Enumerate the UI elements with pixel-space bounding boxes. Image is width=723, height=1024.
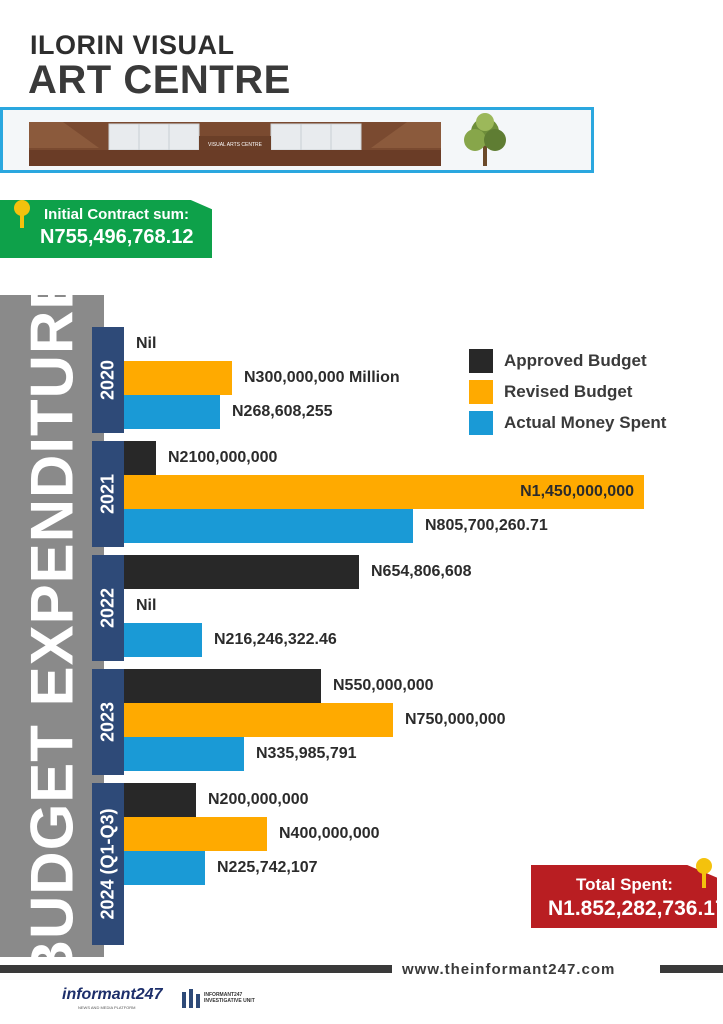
chart-title: BUDGET EXPENDITURE bbox=[18, 268, 86, 984]
bar-value-label: N550,000,000 bbox=[333, 677, 434, 694]
title-line-1: ILORIN VISUAL bbox=[30, 30, 235, 60]
informant247-logo-tagline: NEWS AND MEDIA PLATFORM bbox=[78, 1005, 136, 1010]
year-box-2020: 2020 bbox=[92, 327, 124, 433]
legend-label-approved: Approved Budget bbox=[504, 351, 647, 370]
building-illustration: VISUAL ARTS CENTRE bbox=[3, 110, 591, 170]
bar-approved-2 bbox=[124, 555, 359, 589]
bar-value-label: N335,985,791 bbox=[256, 745, 357, 762]
bar-revised-3 bbox=[124, 703, 393, 737]
bar-value-label: Nil bbox=[136, 597, 157, 614]
bar-actual-3 bbox=[124, 737, 244, 771]
title-line-2: ART CENTRE bbox=[28, 58, 291, 102]
investigative-unit-logo-text: INFORMANT247 INVESTIGATIVE UNIT bbox=[204, 992, 255, 1004]
bar-value-label: N805,700,260.71 bbox=[425, 517, 548, 534]
bar-value-label: N400,000,000 bbox=[279, 825, 380, 842]
bar-value-label: N750,000,000 bbox=[405, 711, 506, 728]
legend-label-actual: Actual Money Spent bbox=[504, 413, 667, 432]
category-label: 2023 bbox=[97, 701, 118, 743]
total-spent-tag bbox=[531, 865, 717, 928]
category-label: 2024 (Q1-Q3) bbox=[97, 808, 118, 920]
year-box-2024: 2024 (Q1-Q3) bbox=[92, 783, 124, 945]
informant247-logo: informant247 bbox=[62, 986, 163, 1003]
bar-revised-0 bbox=[124, 361, 232, 395]
sidebar-panel bbox=[0, 295, 104, 957]
bar-actual-0 bbox=[124, 395, 220, 429]
investigative-unit-logo-icon bbox=[182, 989, 200, 1008]
legend-label-revised: Revised Budget bbox=[504, 382, 633, 401]
footer-website[interactable]: www.theinformant247.com bbox=[402, 961, 616, 978]
bar-revised-4 bbox=[124, 817, 267, 851]
year-box-2022: 2022 bbox=[92, 555, 124, 661]
pin-icon bbox=[14, 200, 30, 228]
bar-value-label: N654,806,608 bbox=[371, 563, 472, 580]
category-label: 2022 bbox=[97, 587, 118, 629]
total-spent-value: N1.852,282,736.17 bbox=[548, 897, 723, 920]
bar-value-label: Nil bbox=[136, 335, 157, 352]
year-box-2021: 2021 bbox=[92, 441, 124, 547]
pin-icon bbox=[696, 858, 712, 888]
category-label: 2020 bbox=[97, 359, 118, 401]
bar-value-label: N2100,000,000 bbox=[168, 449, 278, 466]
bar-value-label: N216,246,322.46 bbox=[214, 631, 337, 648]
contract-sum-value: N755,496,768.12 bbox=[40, 226, 194, 248]
bar-value-label: N300,000,000 Million bbox=[244, 369, 400, 386]
bar-value-label: N225,742,107 bbox=[217, 859, 318, 876]
bar-value-label: N268,608,255 bbox=[232, 403, 333, 420]
legend-swatch-approved bbox=[469, 349, 493, 373]
building-sign: VISUAL ARTS CENTRE bbox=[208, 142, 263, 148]
bar-value-label: N200,000,000 bbox=[208, 791, 309, 808]
bar-actual-1 bbox=[124, 509, 413, 543]
bar-approved-4 bbox=[124, 783, 196, 817]
bar-value-label: N1,450,000,000 bbox=[520, 483, 634, 500]
footer-divider-right bbox=[660, 965, 723, 973]
year-box-2023: 2023 bbox=[92, 669, 124, 775]
bar-revised-1 bbox=[124, 475, 644, 509]
bar-actual-4 bbox=[124, 851, 205, 885]
legend-swatch-actual bbox=[469, 411, 493, 435]
bar-actual-2 bbox=[124, 623, 202, 657]
contract-sum-tag bbox=[0, 200, 212, 258]
legend-swatch-revised bbox=[469, 380, 493, 404]
category-label: 2021 bbox=[97, 473, 118, 515]
bar-approved-1 bbox=[124, 441, 156, 475]
total-spent-label: Total Spent: bbox=[576, 875, 673, 894]
building-banner: VISUAL ARTS CENTRE bbox=[0, 107, 594, 173]
bar-approved-3 bbox=[124, 669, 321, 703]
contract-sum-label: Initial Contract sum: bbox=[44, 206, 190, 223]
footer-divider-left bbox=[0, 965, 392, 973]
